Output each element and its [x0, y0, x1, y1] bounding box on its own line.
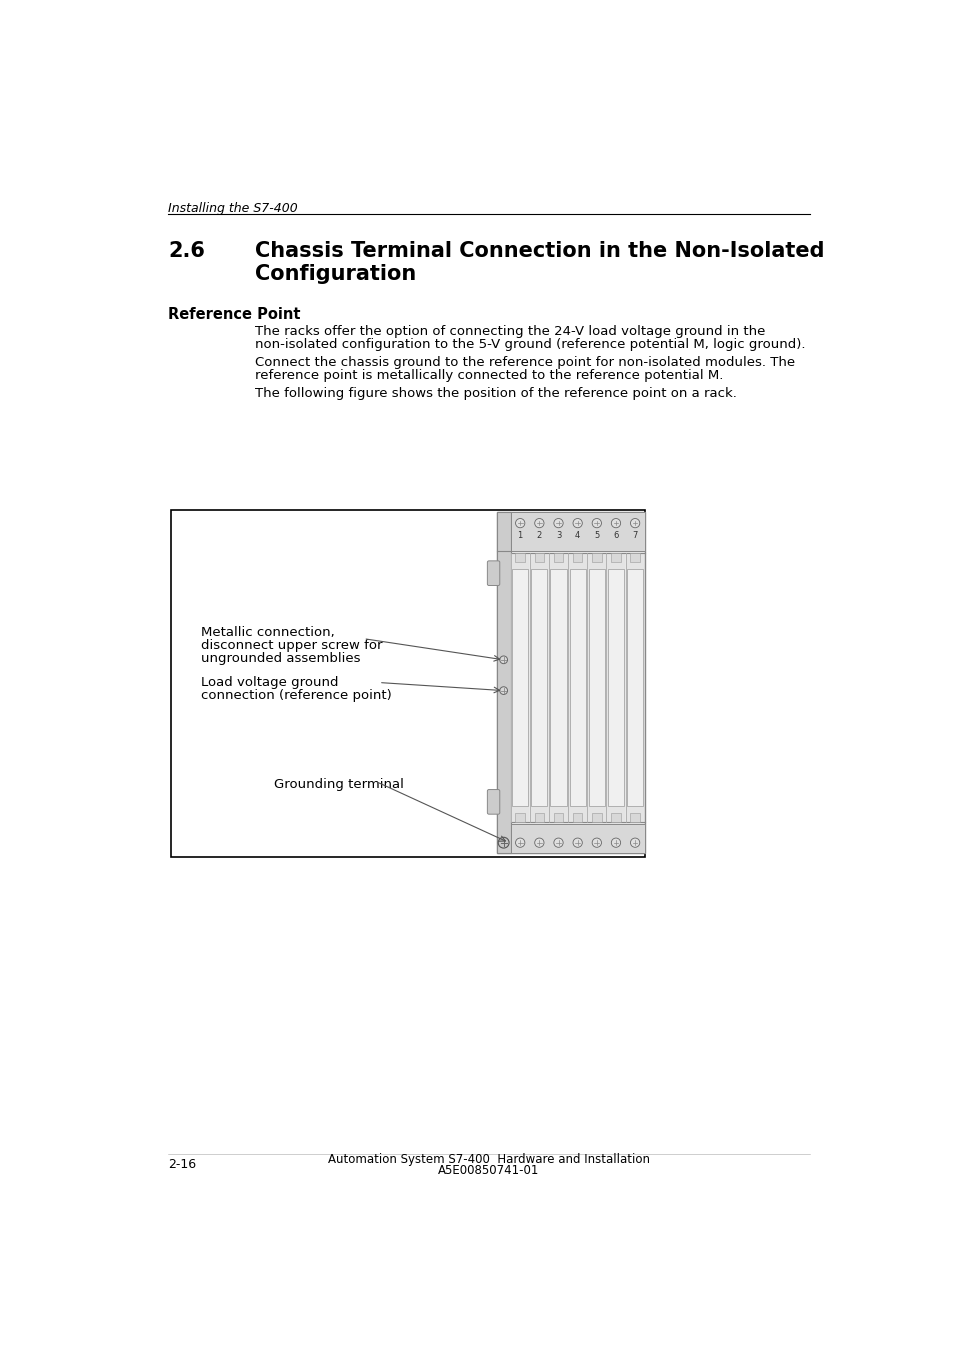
Circle shape [573, 518, 581, 528]
Text: The racks offer the option of connecting the 24-V load voltage ground in the: The racks offer the option of connecting… [254, 325, 764, 339]
Text: Installing the S7-400: Installing the S7-400 [168, 202, 297, 215]
Text: 6: 6 [613, 531, 618, 540]
Bar [553, 554, 562, 563]
Bar [534, 554, 543, 563]
Bar [572, 554, 582, 563]
Text: 5: 5 [594, 531, 598, 540]
Text: 2.6: 2.6 [168, 240, 205, 261]
Text: The following figure shows the position of the reference point on a rack.: The following figure shows the position … [254, 387, 736, 400]
Bar [511, 554, 529, 822]
Bar [497, 513, 510, 853]
Bar [510, 513, 644, 551]
Circle shape [630, 518, 639, 528]
Text: Connect the chassis ground to the reference point for non-isolated modules. The: Connect the chassis ground to the refere… [254, 356, 794, 369]
Bar [630, 554, 639, 563]
Text: disconnect upper screw for: disconnect upper screw for [200, 639, 382, 652]
Text: 4: 4 [575, 531, 579, 540]
Circle shape [592, 518, 600, 528]
Bar [568, 554, 586, 822]
Circle shape [630, 838, 639, 848]
Bar [510, 825, 644, 853]
Text: 2: 2 [537, 531, 541, 540]
Circle shape [515, 518, 524, 528]
Bar [569, 568, 585, 806]
Bar [515, 813, 524, 822]
Circle shape [592, 838, 600, 848]
FancyBboxPatch shape [487, 560, 499, 586]
Circle shape [611, 518, 620, 528]
Text: Load voltage ground: Load voltage ground [200, 676, 337, 690]
Text: 3: 3 [556, 531, 560, 540]
Text: ungrounded assemblies: ungrounded assemblies [200, 652, 359, 664]
Text: Grounding terminal: Grounding terminal [274, 778, 404, 791]
FancyBboxPatch shape [487, 790, 499, 814]
Bar [171, 510, 644, 856]
Bar [607, 568, 623, 806]
Text: 2-16: 2-16 [168, 1158, 196, 1170]
Bar [572, 813, 582, 822]
Circle shape [499, 656, 507, 664]
Bar [550, 568, 566, 806]
Bar [626, 568, 642, 806]
Text: Reference Point: Reference Point [168, 306, 300, 321]
Bar [592, 813, 601, 822]
Text: non-isolated configuration to the 5-V ground (reference potential M, logic groun: non-isolated configuration to the 5-V gr… [254, 339, 804, 351]
Text: connection (reference point): connection (reference point) [200, 690, 391, 702]
Circle shape [534, 838, 543, 848]
Text: reference point is metallically connected to the reference potential M.: reference point is metallically connecte… [254, 369, 722, 382]
Circle shape [554, 518, 562, 528]
Bar [497, 513, 644, 853]
Circle shape [611, 838, 620, 848]
Text: Metallic connection,: Metallic connection, [200, 625, 334, 639]
Bar [549, 554, 567, 822]
Bar [530, 554, 548, 822]
Text: 1: 1 [517, 531, 522, 540]
Bar [531, 568, 547, 806]
Bar [534, 813, 543, 822]
Bar [587, 554, 605, 822]
Circle shape [515, 838, 524, 848]
Text: Automation System S7-400  Hardware and Installation: Automation System S7-400 Hardware and In… [328, 1153, 649, 1165]
Text: 7: 7 [632, 531, 638, 540]
Circle shape [534, 518, 543, 528]
Bar [515, 554, 524, 563]
Circle shape [554, 838, 562, 848]
Text: Chassis Terminal Connection in the Non-Isolated: Chassis Terminal Connection in the Non-I… [254, 240, 823, 261]
Bar [592, 554, 601, 563]
Bar [611, 813, 620, 822]
Circle shape [497, 837, 509, 848]
Circle shape [573, 838, 581, 848]
Circle shape [499, 687, 507, 694]
Text: Configuration: Configuration [254, 263, 416, 284]
Bar [553, 813, 562, 822]
Bar [512, 568, 528, 806]
Bar [611, 554, 620, 563]
Bar [588, 568, 604, 806]
Bar [625, 554, 643, 822]
Bar [606, 554, 624, 822]
Bar [630, 813, 639, 822]
Text: A5E00850741-01: A5E00850741-01 [437, 1164, 539, 1177]
